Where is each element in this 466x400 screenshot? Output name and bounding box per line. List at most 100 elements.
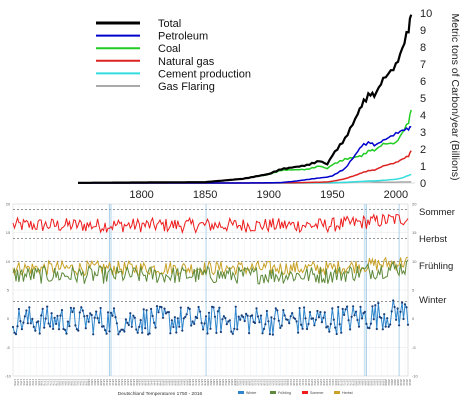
year-label: 2000 xyxy=(384,379,388,386)
year-label: 1816 xyxy=(111,379,115,386)
year-label: 1912 xyxy=(254,379,258,386)
winter-data-point xyxy=(176,317,179,320)
year-label: 2008 xyxy=(396,379,400,386)
winter-data-point xyxy=(246,314,249,317)
winter-data-point xyxy=(148,332,151,335)
winter-data-point xyxy=(328,330,331,333)
winter-data-point xyxy=(392,299,395,302)
legend-label: Total xyxy=(158,18,181,30)
winter-data-point xyxy=(129,312,132,315)
year-label: 1800 xyxy=(87,379,91,386)
winter-data-point xyxy=(92,333,95,336)
winter-data-point xyxy=(239,318,242,321)
winter-data-point xyxy=(374,304,377,307)
winter-data-point xyxy=(240,314,243,317)
legend-label: Petroleum xyxy=(158,31,208,43)
winter-data-point xyxy=(118,330,121,333)
winter-data-point xyxy=(274,307,277,310)
year-label: 1868 xyxy=(188,379,192,386)
winter-data-point xyxy=(52,327,55,330)
winter-data-point xyxy=(25,309,28,312)
winter-data-point xyxy=(95,310,98,313)
year-label: 1930 xyxy=(280,379,284,386)
year-label: 1822 xyxy=(120,379,124,386)
year-label: 1990 xyxy=(369,379,373,386)
year-label: 1876 xyxy=(200,379,204,386)
winter-data-point xyxy=(377,302,380,305)
winter-data-point xyxy=(56,314,59,317)
winter-data-point xyxy=(341,307,344,311)
winter-data-point xyxy=(215,331,218,334)
y-axis-ticks: 0 1 2 3 4 5 6 7 8 9 10 xyxy=(420,8,432,190)
winter-data-point xyxy=(55,322,58,325)
winter-data-point xyxy=(331,307,334,310)
year-label: 1966 xyxy=(334,379,338,386)
winter-data-point xyxy=(307,322,310,326)
year-label: 1956 xyxy=(319,379,323,386)
winter-data-point xyxy=(383,313,386,316)
year-label: 2006 xyxy=(393,379,397,386)
year-label: 1860 xyxy=(176,379,180,386)
year-label: 1890 xyxy=(221,379,225,386)
year-label: 1992 xyxy=(372,379,376,386)
year-label: 1896 xyxy=(230,379,234,386)
winter-data-point xyxy=(197,305,200,309)
legend-label: Frühling xyxy=(278,391,291,395)
winter-data-point xyxy=(245,312,248,315)
winter-data-point xyxy=(267,320,270,323)
year-label: 1758 xyxy=(25,379,29,386)
year-label: 1830 xyxy=(132,379,136,386)
winter-data-point xyxy=(59,314,62,317)
winter-data-point xyxy=(295,320,298,323)
temperature-line-herbst xyxy=(12,256,409,278)
year-label: 1768 xyxy=(40,379,44,386)
winter-data-point xyxy=(60,309,64,312)
winter-data-point xyxy=(396,307,399,310)
winter-data-point xyxy=(277,319,280,322)
winter-data-point xyxy=(104,329,107,332)
winter-data-point xyxy=(393,305,396,309)
year-label: 1970 xyxy=(340,379,344,386)
winter-data-point xyxy=(304,317,307,320)
winter-data-point xyxy=(112,307,116,310)
winter-data-point xyxy=(221,318,224,321)
winter-data-point xyxy=(270,316,273,319)
year-label: 1766 xyxy=(37,379,41,386)
year-label: 1828 xyxy=(129,379,133,386)
winter-data-point xyxy=(150,307,153,311)
winter-data-point xyxy=(255,307,258,310)
winter-data-point xyxy=(371,305,374,308)
winter-data-point xyxy=(142,308,145,311)
winter-data-point xyxy=(98,321,101,324)
winter-data-point xyxy=(200,321,203,325)
right-y-tick: 0 xyxy=(412,316,415,321)
winter-data-point xyxy=(28,306,31,309)
winter-data-point xyxy=(356,318,359,322)
winter-data-point xyxy=(11,325,15,329)
co2-emissions-chart: 0 1 2 3 4 5 6 7 8 9 10 1800 1850 1900 1950 2000 TotalP… xyxy=(78,8,461,200)
year-label: 1976 xyxy=(349,379,353,386)
winter-data-point xyxy=(182,317,185,320)
winter-data-point xyxy=(282,309,285,312)
winter-data-point xyxy=(83,315,86,318)
winter-data-point xyxy=(108,330,111,333)
winter-data-point xyxy=(323,311,326,314)
x-tick-label: 1850 xyxy=(193,189,217,200)
winter-data-point xyxy=(359,305,362,308)
winter-data-point xyxy=(99,306,102,310)
year-label: 1942 xyxy=(298,379,302,386)
series-line-petroleum xyxy=(78,126,412,184)
winter-data-point xyxy=(405,306,408,309)
winter-data-point xyxy=(188,307,191,311)
winter-data-point xyxy=(114,316,117,319)
winter-data-point xyxy=(81,309,84,312)
legend-swatch xyxy=(302,391,308,394)
winter-data-point xyxy=(202,328,205,331)
year-label: 2004 xyxy=(390,379,394,386)
winter-data-point xyxy=(380,316,383,320)
winter-data-point xyxy=(271,333,274,336)
year-label: 1968 xyxy=(337,379,341,386)
winter-data-point xyxy=(313,324,316,327)
y-tick-label: 9 xyxy=(420,25,426,37)
year-label: 1938 xyxy=(292,379,296,386)
